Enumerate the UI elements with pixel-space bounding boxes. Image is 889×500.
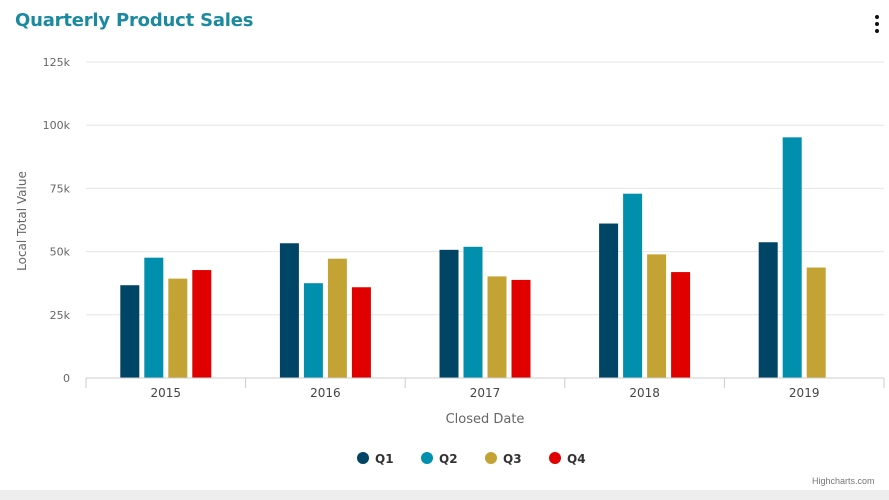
legend-label: Q3 xyxy=(503,452,522,466)
legend-label: Q2 xyxy=(439,452,458,466)
legend: Q1 Q2 Q3 Q4 xyxy=(357,452,586,466)
x-axis-title: Closed Date xyxy=(446,412,525,427)
y-tick-label: 125k xyxy=(43,56,71,69)
bar-q4-2015[interactable] xyxy=(192,270,212,378)
y-tick-label: 25k xyxy=(50,309,71,322)
menu-dot xyxy=(875,15,879,19)
menu-dot xyxy=(875,29,879,33)
x-tick-label: 2019 xyxy=(789,386,820,400)
bar-q3-2018[interactable] xyxy=(647,254,667,378)
bar-q1-2019[interactable] xyxy=(758,242,778,378)
menu-dot xyxy=(875,22,879,26)
legend-item-q4[interactable]: Q4 xyxy=(549,452,586,466)
x-tick-label: 2016 xyxy=(310,386,341,400)
legend-marker xyxy=(485,452,497,464)
bar-q2-2017[interactable] xyxy=(463,246,483,378)
legend-marker xyxy=(357,452,369,464)
x-tick-label: 2015 xyxy=(151,386,182,400)
bar-q3-2016[interactable] xyxy=(327,258,347,378)
x-axis: 2015 2016 2017 2018 2019 xyxy=(85,377,885,400)
bars xyxy=(120,137,826,378)
bar-q4-2016[interactable] xyxy=(351,287,371,378)
legend-item-q1[interactable]: Q1 xyxy=(357,452,394,466)
y-axis-ticks: 0 25k 50k 75k 100k 125k xyxy=(43,56,71,385)
bar-q2-2016[interactable] xyxy=(303,283,323,378)
bar-q1-2016[interactable] xyxy=(279,243,299,378)
x-tick-label: 2017 xyxy=(470,386,501,400)
footer-strip xyxy=(0,490,889,500)
y-tick-label: 0 xyxy=(63,372,70,385)
vertical-ellipsis-icon[interactable] xyxy=(868,12,886,36)
bar-q2-2018[interactable] xyxy=(623,193,643,378)
y-tick-label: 50k xyxy=(50,246,71,259)
legend-marker xyxy=(421,452,433,464)
chart-title: Quarterly Product Sales xyxy=(15,10,254,31)
bar-q1-2015[interactable] xyxy=(120,285,140,378)
y-tick-label: 100k xyxy=(43,119,71,132)
legend-label: Q1 xyxy=(375,452,394,466)
bar-q1-2018[interactable] xyxy=(599,223,619,378)
credits-link[interactable]: Highcharts.com xyxy=(812,476,875,486)
bar-q2-2019[interactable] xyxy=(782,137,802,378)
legend-item-q2[interactable]: Q2 xyxy=(421,452,458,466)
bar-q3-2019[interactable] xyxy=(806,267,826,378)
y-axis-title: Local Total Value xyxy=(15,171,29,271)
legend-label: Q4 xyxy=(567,452,586,466)
grid-lines xyxy=(86,61,884,316)
y-tick-label: 75k xyxy=(50,182,71,195)
bar-q2-2015[interactable] xyxy=(144,257,164,378)
bar-q4-2017[interactable] xyxy=(511,279,531,378)
x-tick-label: 2018 xyxy=(629,386,660,400)
bar-q3-2015[interactable] xyxy=(168,278,188,378)
legend-item-q3[interactable]: Q3 xyxy=(485,452,522,466)
bar-q3-2017[interactable] xyxy=(487,276,507,378)
bar-q4-2018[interactable] xyxy=(671,272,691,378)
bar-q1-2017[interactable] xyxy=(439,249,459,378)
legend-marker xyxy=(549,452,561,464)
